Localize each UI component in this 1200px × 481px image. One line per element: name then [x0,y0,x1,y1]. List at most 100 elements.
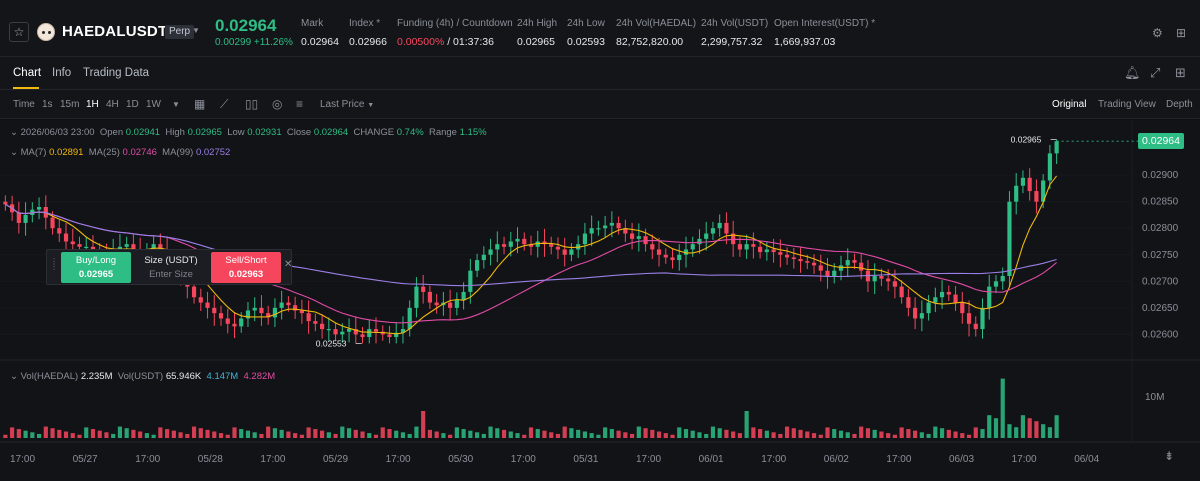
candle-body [434,302,439,306]
ohlc-open-label: Open [99,127,124,138]
volume-bar [373,434,379,438]
alert-bell-icon[interactable]: 🔔︎ [1124,65,1141,80]
interval-dropdown-icon[interactable]: ▼ [172,100,180,109]
volume-bar [185,433,190,438]
candle-body [987,286,992,308]
candle-body [293,305,298,311]
candle-body [90,246,96,250]
size-input[interactable]: Size (USDT) Enter Size [135,252,207,283]
stat-24h-high: 24h High 0.02965 [517,18,558,48]
volume-bar [589,433,594,438]
draw-tools-icon[interactable]: ◎ [272,97,283,111]
symbol-name[interactable]: HAEDALUSDT [62,23,168,40]
candle-body [946,291,951,295]
tab-trading-data[interactable]: Trading Data [83,67,150,79]
buy-long-button[interactable]: Buy/Long 0.02965 [61,252,131,283]
time-axis-label: 17:00 [386,454,411,465]
legend-toggle-icon[interactable]: ⌄ [10,127,18,138]
interval-1d[interactable]: 1D [126,99,139,110]
stat-open-interest[interactable]: Open Interest(USDT) * 1,669,937.03 [774,18,876,48]
volume-bar [960,433,965,438]
candle-body [421,286,426,292]
settings-icon[interactable]: ⚙ [1152,26,1163,40]
buy-price: 0.02965 [78,269,114,280]
close-icon[interactable]: ✕ [284,259,293,270]
volume-bar [899,427,904,438]
volume-bar [764,430,769,438]
volume-bar [421,411,426,438]
price-type-select[interactable]: Last Price ▼ [320,99,374,110]
candle-body [373,329,379,332]
drag-handle-icon[interactable]: ⋮ ⋮ [50,257,58,271]
volume-bar [387,429,392,438]
volume-bar [191,426,197,438]
volume-bar [562,426,567,438]
view-original[interactable]: Original [1052,99,1087,110]
candle-body [980,307,985,330]
volume-bar [913,430,918,438]
vol-usdt-value: 65.946K [165,371,202,382]
grid-layout-icon[interactable]: ⊞ [1175,65,1186,80]
volume-bar [966,434,972,438]
candle-body [872,276,877,282]
volume-bar [542,430,547,438]
candle-body [603,225,608,229]
chart-tabs: Chart Info Trading Data 🔔︎ ⤢ ⊞ [0,57,1200,90]
interval-1w[interactable]: 1W [146,99,161,110]
candle-body [683,249,689,255]
time-label[interactable]: Time [13,99,35,110]
volume-bar [259,433,264,438]
volume-bar [360,431,365,438]
expand-icon[interactable]: ⤢ [1150,65,1161,80]
candle-body [1020,177,1026,186]
candle-body [508,241,513,247]
tab-chart[interactable]: Chart [13,67,42,79]
volume-bar [778,433,783,438]
size-placeholder: Enter Size [149,269,193,280]
candle-body [3,201,8,205]
stat-funding[interactable]: Funding (4h) / Countdown 0.00500% / 01:3… [397,18,513,48]
candle-body [670,257,675,261]
favorite-star-icon[interactable]: ☆ [9,22,29,42]
candle-body [899,286,904,298]
interval-1h[interactable]: 1H [86,99,99,110]
legend-toggle-icon[interactable]: ⌄ [10,147,18,158]
chart-area[interactable]: 0.02900 0.02850 0.02800 0.02750 0.02700 0.026… [0,120,1200,481]
calendar-icon[interactable]: ▦ [194,97,206,111]
price-axis-label: 0.02800 [1142,223,1179,234]
legend-toggle-icon[interactable]: ⌄ [10,371,18,382]
stat-index[interactable]: Index * 0.02966 [349,18,387,48]
time-axis-label: 05/29 [323,454,348,465]
time-axis-settings-icon[interactable]: ⇟ [1164,449,1175,463]
time-axis-label: 17:00 [761,454,786,465]
volume-bar [367,433,372,438]
volume-bar [980,429,985,438]
volume-bar [832,429,837,438]
interval-15m[interactable]: 15m [60,99,80,110]
volume-bar [784,426,790,438]
candle-body [16,212,21,223]
candle-body [528,244,534,247]
time-axis-label: 17:00 [886,454,911,465]
sell-short-button[interactable]: Sell/Short 0.02963 [211,252,281,283]
volume-bar [690,430,695,438]
layout-grid-icon[interactable]: ⊞ [1176,26,1187,40]
ohlc-date: 2026/06/03 23:00 [20,127,95,138]
candlestick-chart[interactable]: 0.02900 0.02850 0.02800 0.02750 0.02700 0.026… [0,120,1200,481]
candle-body [475,260,480,271]
layers-icon[interactable]: ≡ [296,97,304,111]
chevron-down-icon[interactable]: ▼ [192,26,200,35]
candle-body [340,331,345,335]
volume-bar [663,433,668,438]
volume-bar [603,427,608,438]
candle-body [629,233,635,239]
volume-bar [1014,427,1019,438]
volume-bar [1047,427,1052,438]
candle-type-icon[interactable]: ▯▯ [245,97,259,111]
indicator-icon[interactable]: ⟋ [220,97,229,111]
view-trading-view[interactable]: Trading View [1098,99,1156,110]
interval-1s[interactable]: 1s [42,99,53,110]
interval-4h[interactable]: 4H [106,99,119,110]
view-depth[interactable]: Depth [1166,99,1193,110]
tab-info[interactable]: Info [52,67,72,79]
